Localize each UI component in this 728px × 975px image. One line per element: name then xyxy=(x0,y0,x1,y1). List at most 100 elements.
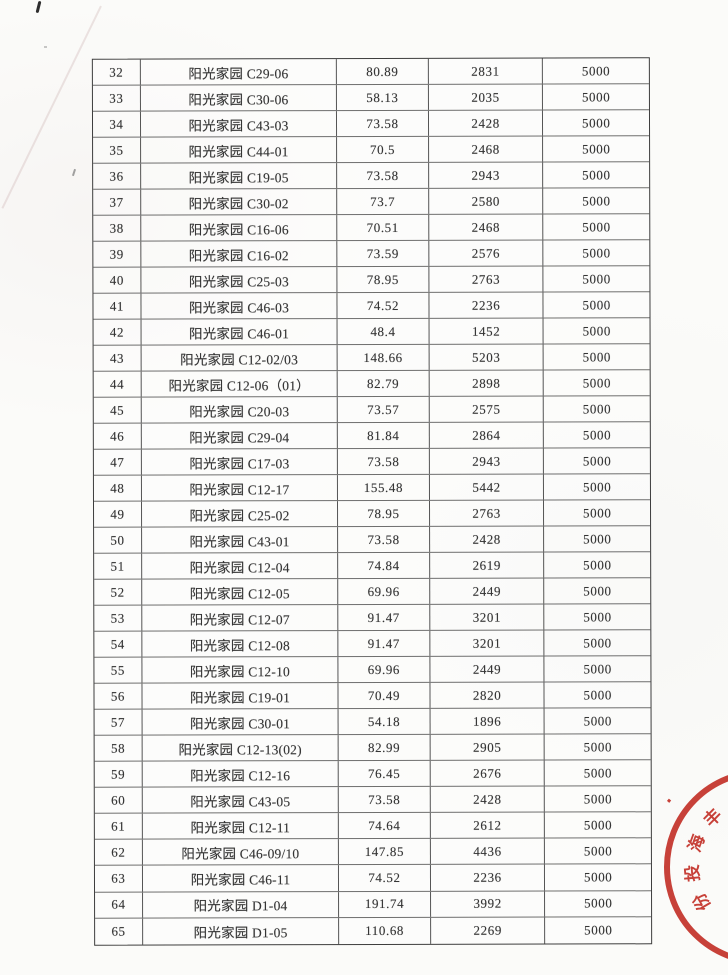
table-row: 58 阳光家园 C12-13(02) 82.99 2905 5000 xyxy=(94,734,651,763)
pen-mark-artifact xyxy=(35,0,42,14)
area-value-cell: 148.66 xyxy=(337,345,430,371)
unit-name-cell: 阳光家园 C46-11 xyxy=(142,865,340,892)
table-row: 46 阳光家园 C29-04 81.84 2864 5000 xyxy=(93,422,650,450)
amount-value-cell: 3992 xyxy=(430,891,546,917)
deposit-value-cell: 5000 xyxy=(583,661,612,677)
area-value-cell: 73.58 xyxy=(337,110,429,137)
seal-character: 份 xyxy=(688,889,714,915)
amount-value-cell: 2449 xyxy=(430,578,545,605)
row-number-cell: 52 xyxy=(94,579,143,606)
table-row: 41 阳光家园 C46-03 74.52 2236 5000 xyxy=(93,292,650,320)
table-row: 39 阳光家园 C16-02 73.59 2576 5000 xyxy=(93,240,650,268)
row-number-cell: 43 xyxy=(93,345,142,371)
deposit-value-cell: 5000 xyxy=(582,244,611,261)
area-value-cell: 191.74 xyxy=(339,891,431,917)
deposit-value-cell: 5000 xyxy=(581,62,611,78)
amount-value-cell: 2898 xyxy=(429,370,545,397)
deposit-value-cell: 5000 xyxy=(582,375,612,391)
area-value-cell: 78.95 xyxy=(337,266,430,293)
deposit-value-cell: 5000 xyxy=(582,218,611,235)
deposit-value-cell: 5000 xyxy=(583,609,612,625)
amount-value-cell: 2943 xyxy=(428,162,544,188)
unit-name-cell: 阳光家园 C12-06（01） xyxy=(141,371,338,397)
row-number-cell: 39 xyxy=(93,241,142,267)
unit-name-cell: 阳光家园 C30-02 xyxy=(141,189,338,215)
amount-value-cell: 2905 xyxy=(430,734,546,761)
row-number-cell: 46 xyxy=(93,423,142,449)
deposit-value-cell: 5000 xyxy=(583,817,613,833)
unit-name-cell: 阳光家园 C12-16 xyxy=(142,761,339,788)
unit-name-cell: 阳光家园 C30-01 xyxy=(142,709,339,736)
table-row: 37 阳光家园 C30-02 73.7 2580 5000 xyxy=(93,188,650,216)
area-value-cell: 70.5 xyxy=(337,136,429,163)
row-number-cell: 48 xyxy=(93,475,142,501)
unit-name-cell: 阳光家园 C12-05 xyxy=(142,579,339,605)
area-value-cell: 110.68 xyxy=(339,917,431,944)
unit-name-cell: 阳光家园 C29-04 xyxy=(141,423,338,449)
deposit-value-cell: 5000 xyxy=(583,739,613,755)
area-value-cell: 82.99 xyxy=(338,735,431,761)
area-value-cell: 74.52 xyxy=(337,292,430,319)
table-row: 49 阳光家园 C25-02 78.95 2763 5000 xyxy=(94,500,651,529)
unit-name-cell: 阳光家园 C25-03 xyxy=(141,267,338,293)
table-row: 42 阳光家园 C46-01 48.4 1452 5000 xyxy=(93,318,650,346)
scan-speck xyxy=(71,168,77,177)
deposit-value-cell: 5000 xyxy=(582,479,612,495)
table-row: 43 阳光家园 C12-02/03 148.66 5203 5000 xyxy=(93,344,650,372)
deposit-value-cell: 5000 xyxy=(582,349,612,365)
row-number-cell: 56 xyxy=(94,683,143,710)
deposit-value-cell: 5000 xyxy=(582,401,612,417)
area-value-cell: 73.57 xyxy=(337,397,430,423)
row-number-cell: 41 xyxy=(93,293,142,319)
unit-name-cell: 阳光家园 D1-04 xyxy=(142,891,340,918)
area-value-cell: 73.58 xyxy=(338,527,430,553)
area-value-cell: 147.85 xyxy=(339,839,431,865)
row-number-cell: 42 xyxy=(93,319,142,345)
row-number-cell: 32 xyxy=(92,59,141,85)
deposit-value-cell: 5000 xyxy=(583,791,613,807)
amount-value-cell: 2236 xyxy=(429,292,544,319)
table-body: 32 阳光家园 C29-06 80.89 2831 5000 33 阳光家园 C30-06 5… xyxy=(92,58,652,945)
deposit-value-cell: 5000 xyxy=(582,297,611,313)
deposit-value-cell: 5000 xyxy=(583,843,613,859)
row-number-cell: 62 xyxy=(94,840,143,866)
row-number-cell: 47 xyxy=(93,449,142,475)
area-value-cell: 58.13 xyxy=(337,84,429,111)
amount-value-cell: 2468 xyxy=(428,136,544,162)
table-row: 35 阳光家园 C44-01 70.5 2468 5000 xyxy=(93,136,650,164)
area-value-cell: 69.96 xyxy=(338,657,431,683)
amount-value-cell: 2612 xyxy=(430,813,546,839)
area-value-cell: 155.48 xyxy=(338,475,430,501)
scan-crease-line xyxy=(1,5,102,209)
amount-value-cell: 2449 xyxy=(430,656,545,683)
unit-name-cell: 阳光家园 C43-05 xyxy=(142,787,339,814)
area-value-cell: 82.79 xyxy=(337,371,430,397)
amount-value-cell: 5442 xyxy=(429,474,545,501)
amount-value-cell: 2763 xyxy=(429,266,544,292)
unit-name-cell: 阳光家园 C12-04 xyxy=(141,553,339,579)
area-value-cell: 91.47 xyxy=(338,605,431,631)
amount-value-cell: 2864 xyxy=(429,422,545,449)
area-value-cell: 74.64 xyxy=(338,813,431,839)
seal-character: 丰 xyxy=(699,804,725,830)
table-row: 63 阳光家园 C46-11 74.52 2236 5000 xyxy=(94,864,652,893)
unit-name-cell: 阳光家园 C12-07 xyxy=(142,605,339,631)
row-number-cell: 55 xyxy=(94,657,143,684)
seal-arc xyxy=(664,775,728,959)
table-row: 52 阳光家园 C12-05 69.96 2449 5000 xyxy=(94,578,651,607)
amount-value-cell: 2820 xyxy=(430,682,545,709)
area-value-cell: 73.58 xyxy=(337,449,430,475)
unit-name-cell: 阳光家园 C44-01 xyxy=(140,137,338,163)
deposit-value-cell: 5000 xyxy=(583,687,612,703)
table-row: 40 阳光家园 C25-03 78.95 2763 5000 xyxy=(93,266,650,294)
unit-name-cell: 阳光家园 C46-01 xyxy=(141,319,338,345)
row-number-cell: 53 xyxy=(94,605,143,632)
unit-name-cell: 阳光家园 C12-10 xyxy=(142,657,339,683)
table-row: 55 阳光家园 C12-10 69.96 2449 5000 xyxy=(94,656,651,685)
amount-value-cell: 1896 xyxy=(430,708,546,735)
table-row: 65 阳光家园 D1-05 110.68 2269 5000 xyxy=(95,917,651,945)
amount-value-cell: 5203 xyxy=(429,344,545,371)
deposit-value-cell: 5000 xyxy=(583,557,612,573)
area-value-cell: 74.84 xyxy=(338,553,430,579)
unit-name-cell: 阳光家园 C43-01 xyxy=(141,527,339,553)
